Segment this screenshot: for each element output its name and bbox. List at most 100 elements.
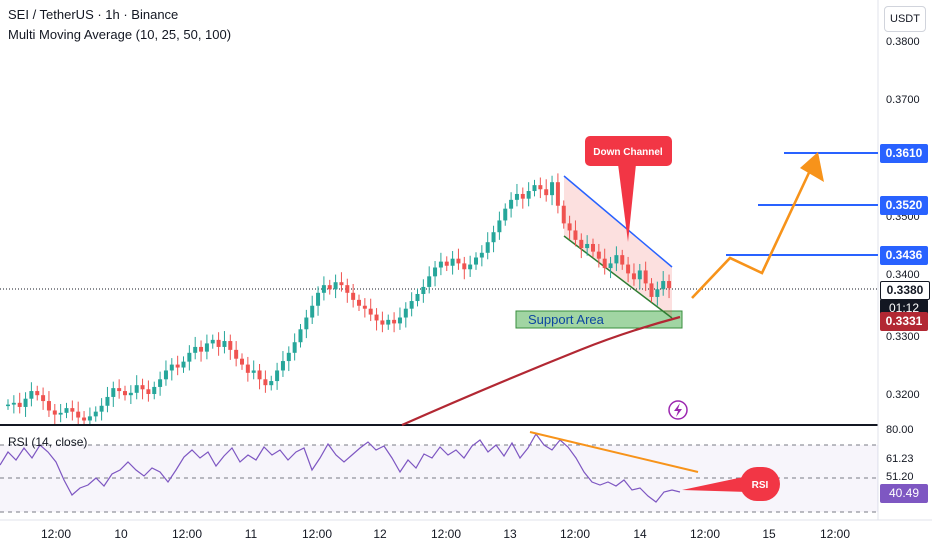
candle-body: [41, 395, 46, 402]
candle-body: [380, 320, 385, 325]
time-axis-label: 12:00: [819, 527, 851, 541]
candle-body: [649, 283, 654, 297]
price-axis-label: 0.3400: [886, 269, 920, 281]
rsi-callout-arrow: [682, 476, 748, 492]
candle-body: [310, 305, 315, 318]
candle-body: [626, 264, 631, 274]
candle-body: [134, 385, 139, 393]
candle-body: [245, 364, 250, 373]
price-pane[interactable]: [0, 0, 878, 425]
candle-body: [275, 370, 280, 382]
candle-body: [409, 301, 414, 309]
candle-body: [368, 308, 373, 315]
candle-body: [403, 308, 408, 318]
candle-body: [438, 261, 443, 268]
candle-body: [479, 252, 484, 258]
candle-body: [538, 185, 543, 190]
candle-body: [158, 379, 163, 387]
rsi-title[interactable]: RSI (14, close): [8, 435, 88, 449]
candle-body: [444, 261, 449, 266]
time-axis-label: 11: [244, 527, 258, 541]
candle-body: [333, 282, 338, 290]
candle-body: [64, 408, 69, 413]
candle-body: [509, 199, 514, 209]
target-tag-1: 0.3436: [880, 246, 928, 265]
candle-body: [210, 339, 215, 344]
candle-body: [99, 405, 104, 412]
symbol-title[interactable]: SEI / TetherUS · 1h · Binance: [8, 7, 179, 22]
candle-body: [421, 286, 426, 294]
candle-body: [497, 220, 502, 233]
candle-body: [240, 358, 244, 365]
candle-body: [11, 402, 16, 405]
candle-body: [397, 317, 402, 324]
candle-body: [415, 293, 420, 302]
candle-body: [199, 346, 204, 352]
candle-body: [140, 385, 145, 390]
candle-body: [234, 349, 239, 359]
candle-body: [427, 276, 432, 287]
candle-body: [532, 185, 537, 192]
price-axis-label: 0.3700: [886, 94, 920, 106]
rsi-axis-label: 51.20: [886, 471, 914, 483]
candle-body: [339, 282, 344, 286]
candle-body: [58, 412, 63, 415]
rsi-divergence-line: [529, 431, 699, 473]
candle-body: [526, 191, 531, 199]
candle-body: [257, 370, 262, 380]
candle-body: [269, 381, 274, 386]
candle-body: [468, 264, 473, 270]
projection-arrowhead: [800, 152, 824, 182]
candle-body: [46, 401, 51, 411]
candle-body: [579, 239, 584, 249]
candle-body: [181, 361, 186, 368]
indicator-title[interactable]: Multi Moving Average (10, 25, 50, 100): [8, 27, 232, 42]
candle-body: [520, 193, 525, 199]
time-axis-label: 12:00: [301, 527, 333, 541]
down-channel-callout-label: Down Channel: [593, 147, 663, 158]
candle-body: [573, 230, 578, 240]
projection-path: [691, 161, 816, 299]
candle-body: [152, 386, 157, 394]
candle-body: [304, 317, 309, 330]
candle-body: [70, 408, 75, 412]
candle-body: [485, 242, 490, 253]
down-channel-upper: [563, 175, 673, 268]
candle-body: [29, 391, 34, 399]
time-axis-label: 12:00: [689, 527, 721, 541]
price-axis-label: 0.3200: [886, 389, 920, 401]
candle-body: [544, 189, 549, 196]
candles-group: [6, 173, 672, 424]
candle-body: [433, 267, 438, 277]
candle-body: [491, 232, 496, 243]
candle-body: [146, 389, 151, 394]
candle-body: [561, 205, 566, 224]
candle-body: [117, 388, 122, 392]
candle-body: [169, 364, 174, 371]
candle-body: [608, 263, 613, 269]
rsi-panel: RSI: [0, 431, 878, 513]
candle-body: [35, 391, 40, 396]
down-channel-lower: [563, 235, 673, 319]
candle-body: [193, 346, 198, 353]
candle-body: [128, 392, 133, 396]
candle-body: [667, 281, 672, 289]
candle-body: [614, 255, 619, 264]
candle-body: [111, 388, 116, 397]
price-axis[interactable]: [878, 0, 932, 550]
candle-body: [602, 258, 607, 269]
candle-body: [286, 352, 291, 362]
rsi-axis-label: 61.23: [886, 453, 914, 465]
target-tag-3: 0.3610: [880, 144, 928, 163]
down-channel-pointer: [618, 164, 636, 242]
candle-body: [362, 305, 367, 309]
time-axis-label: 14: [633, 527, 647, 541]
candle-body: [204, 343, 209, 352]
currency-button[interactable]: USDT: [884, 6, 926, 32]
candle-body: [23, 398, 28, 407]
candle-body: [661, 281, 666, 290]
candle-body: [503, 208, 508, 221]
candle-body: [216, 339, 221, 347]
candle-body: [163, 370, 168, 380]
